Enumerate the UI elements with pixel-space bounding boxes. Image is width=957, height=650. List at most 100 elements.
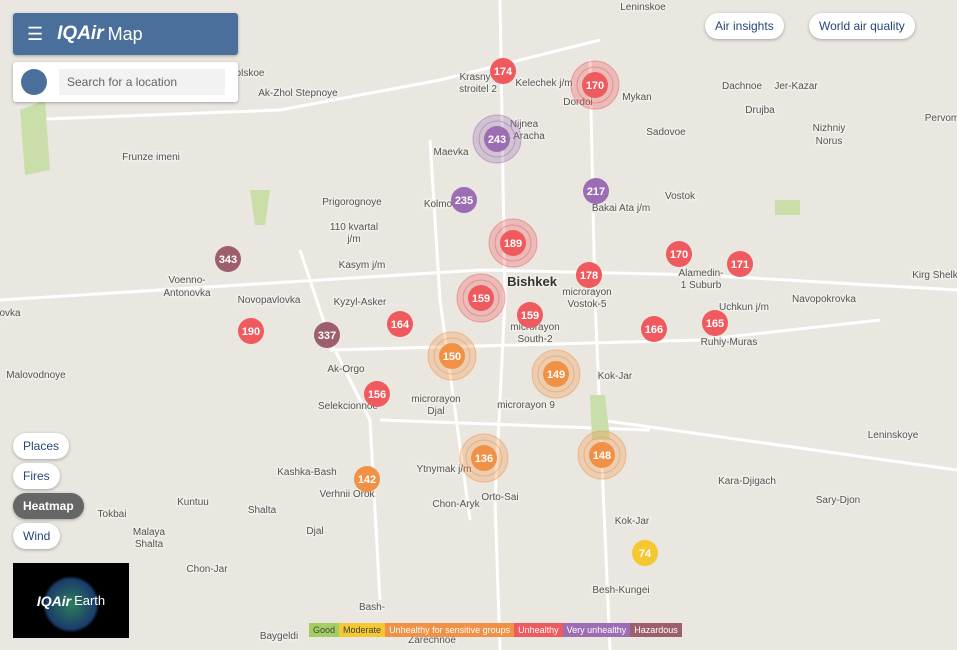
place-label: Djal [306,526,323,537]
aqi-marker[interactable] [500,230,526,256]
place-label: Krasny [459,72,490,83]
place-label: Prigorognoye [322,197,382,208]
aqi-value: 170 [670,249,688,261]
place-label: Shalta [135,539,164,550]
place-label: Sary-Djon [816,495,860,506]
aqi-marker[interactable] [387,311,413,337]
place-label: Vostok [665,191,696,202]
aqi-value: 159 [472,293,490,305]
place-label: Kok-Jar [615,516,650,527]
aqi-value: 217 [587,186,605,198]
header: ☰ IQAir Map [13,13,238,55]
place-label: Besh-Kungei [592,585,649,596]
aqi-value: 165 [706,318,724,330]
wind-button[interactable]: Wind [13,523,61,549]
earth-product: Earth [74,593,106,608]
place-label: Bash- [359,602,385,613]
fires-button[interactable]: Fires [13,463,60,489]
aqi-marker[interactable] [490,58,516,84]
aqi-value: 178 [580,270,598,282]
aqi-value: 142 [358,474,376,486]
place-label: Norus [816,136,843,147]
place-label: Kara-Djigach [718,476,776,487]
place-label: Orto-Sai [481,492,518,503]
place-label: Alamedin- [678,268,723,279]
aqi-marker[interactable] [589,442,615,468]
place-label: j/m [346,234,360,245]
place-label: Ruhiy-Muras [701,337,758,348]
aqi-value: 337 [318,330,336,342]
place-label: microrayon 9 [497,400,555,411]
place-label: Navopokrovka [792,294,856,305]
place-label: Frunze imeni [122,152,180,163]
aqi-marker[interactable] [215,246,241,272]
brand: IQAir [57,23,104,44]
place-label: Kolmo [424,199,453,210]
aqi-marker[interactable] [666,241,692,267]
aqi-marker[interactable] [702,310,728,336]
place-label: Ak-Orgo [327,364,365,375]
legend-item: Unhealthy [514,623,563,637]
aqi-marker[interactable] [632,540,658,566]
legend-item: Hazardous [630,623,682,637]
search-input[interactable]: Search for a location [59,69,225,95]
aqi-marker[interactable] [517,302,543,328]
aqi-value: 150 [443,351,461,363]
aqi-marker[interactable] [364,381,390,407]
place-label: Kelechek j/m [515,78,572,89]
aqi-marker[interactable] [543,361,569,387]
marker-halo [462,279,500,317]
place-label: Chon-Jar [186,564,228,575]
world-air-quality-button[interactable]: World air quality [809,13,915,39]
green-areas [20,100,800,440]
aqi-marker[interactable] [582,72,608,98]
legend-item: Very unhealthy [562,623,631,637]
aqi-marker[interactable] [471,445,497,471]
marker-halo [433,337,471,375]
legend-item: Unhealthy for sensitive groups [385,623,515,637]
aqi-marker[interactable] [484,126,510,152]
marker-halo [537,355,575,393]
place-label: Kok-Jar [598,371,633,382]
aqi-marker[interactable] [583,178,609,204]
place-label: Mykan [622,92,651,103]
search-bar: Search for a location [13,62,238,102]
place-label: olskoe [236,68,265,79]
place-label: Drujba [745,105,775,116]
marker-halo [576,66,614,104]
place-label: Selekcionnoe [318,401,378,412]
marker-halo [583,436,621,474]
place-label: Kuntuu [177,497,209,508]
aqi-marker[interactable] [468,285,494,311]
aqi-marker[interactable] [727,251,753,277]
aqi-marker[interactable] [439,343,465,369]
earth-brand: IQAir [36,592,72,609]
aqi-value: 190 [242,326,260,338]
place-label: South-2 [517,334,552,345]
aqi-marker[interactable] [641,316,667,342]
aqi-value: 235 [455,195,473,207]
place-label: Malovodnoye [6,370,66,381]
aqi-value: 149 [547,369,565,381]
heatmap-button[interactable]: Heatmap [13,493,84,519]
aqi-value: 159 [521,310,539,322]
air-insights-button[interactable]: Air insights [705,13,784,39]
marker-halo [478,120,516,158]
aqi-value: 189 [504,238,522,250]
menu-icon[interactable]: ☰ [27,23,44,44]
aqi-value: 170 [586,80,604,92]
aqi-marker[interactable] [238,318,264,344]
locate-button[interactable] [21,69,47,95]
aqi-value: 343 [219,254,237,266]
legend-item: Moderate [339,623,386,637]
aqi-value: 171 [731,259,749,271]
aqi-value: 148 [593,450,611,462]
earth-card[interactable]: IQAir Earth [13,563,129,638]
aqi-marker[interactable] [576,262,602,288]
aqi-marker[interactable] [354,466,380,492]
aqi-marker[interactable] [314,322,340,348]
places-button[interactable]: Places [13,433,70,459]
aqi-marker[interactable] [451,187,477,213]
aqi-value: 164 [391,319,410,331]
